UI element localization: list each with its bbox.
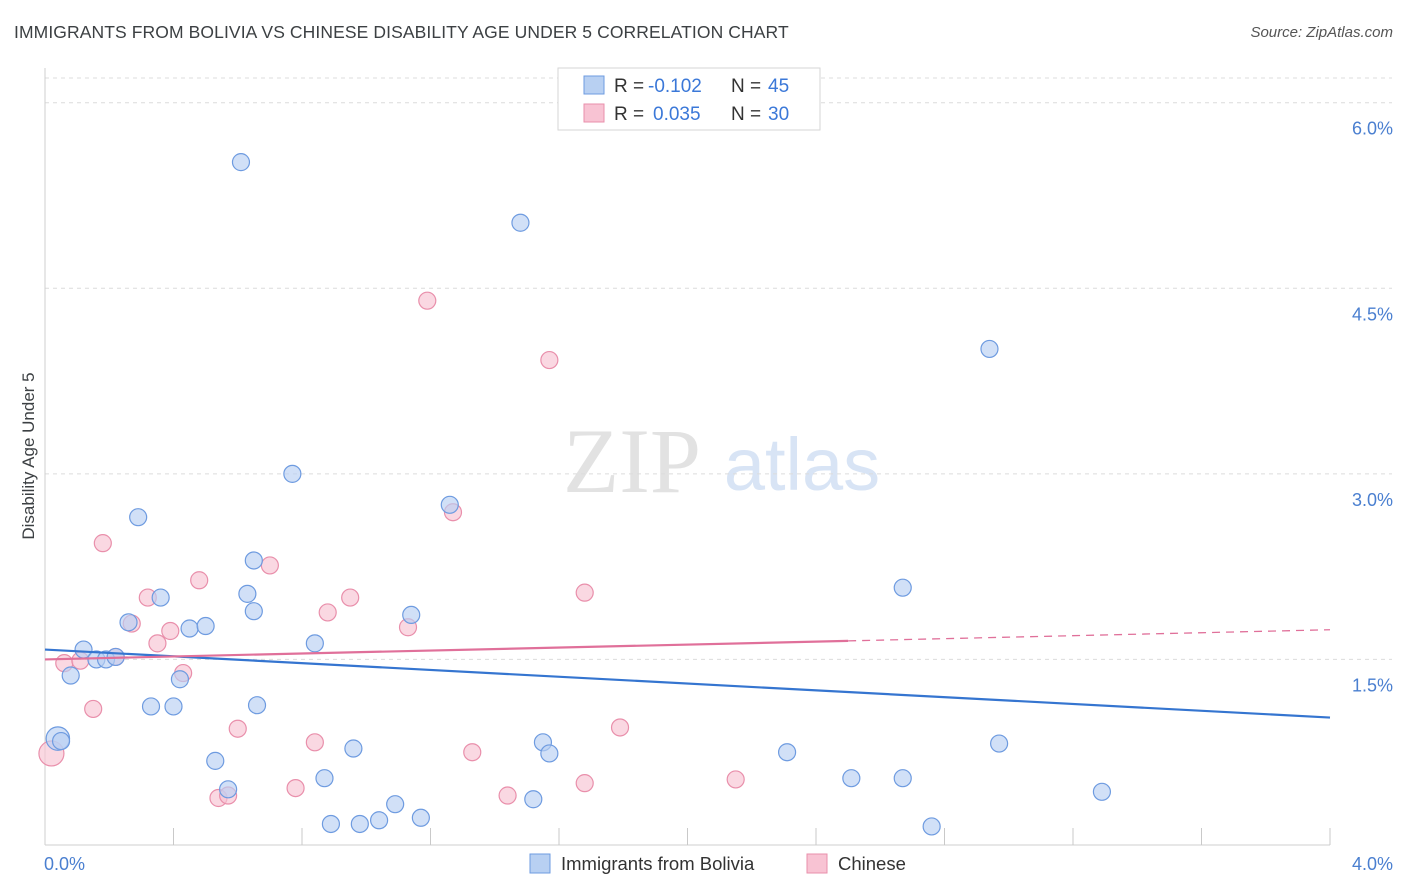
bottom-legend-label-chinese: Chinese bbox=[838, 853, 906, 874]
y-tick-label: 3.0% bbox=[1352, 490, 1393, 510]
data-point-bolivia bbox=[170, 670, 190, 689]
bottom-legend-label-bolivia: Immigrants from Bolivia bbox=[561, 853, 755, 874]
data-point-bolivia bbox=[206, 751, 225, 770]
data-point-bolivia bbox=[321, 814, 341, 834]
data-point-bolivia bbox=[164, 697, 183, 716]
data-point-chinese bbox=[418, 291, 437, 310]
legend-n-value: 45 bbox=[768, 76, 789, 97]
data-point-bolivia bbox=[141, 697, 161, 716]
data-point-chinese bbox=[260, 556, 279, 575]
data-point-bolivia bbox=[370, 811, 389, 830]
data-point-bolivia bbox=[196, 616, 215, 636]
data-point-chinese bbox=[161, 621, 180, 641]
legend-n-label: N = bbox=[731, 76, 761, 97]
x-tick-label-max: 4.0% bbox=[1352, 854, 1393, 874]
data-point-bolivia bbox=[350, 814, 369, 834]
data-point-bolivia bbox=[119, 613, 138, 632]
watermark-atlas: atlas bbox=[724, 423, 880, 506]
data-point-chinese bbox=[341, 588, 360, 607]
data-point-bolivia bbox=[980, 339, 999, 359]
data-point-chinese bbox=[93, 534, 112, 553]
y-axis-label: Disability Age Under 5 bbox=[19, 372, 38, 539]
legend-swatch-bolivia bbox=[583, 75, 605, 95]
y-tick-label: 1.5% bbox=[1352, 675, 1393, 695]
data-point-chinese bbox=[726, 770, 745, 789]
data-point-bolivia bbox=[51, 731, 71, 751]
data-point-bolivia bbox=[777, 743, 797, 762]
data-point-bolivia bbox=[315, 769, 334, 788]
data-point-bolivia bbox=[129, 508, 148, 527]
data-point-bolivia bbox=[61, 666, 80, 685]
bottom-legend: Immigrants from Bolivia Chinese bbox=[529, 853, 906, 874]
data-point-bolivia bbox=[411, 808, 430, 827]
legend-n-label: N = bbox=[731, 104, 761, 125]
data-point-bolivia bbox=[344, 739, 363, 758]
data-point-bolivia bbox=[238, 584, 257, 603]
data-point-chinese bbox=[318, 603, 337, 622]
data-point-chinese bbox=[305, 733, 324, 752]
data-point-bolivia bbox=[540, 744, 559, 763]
bottom-legend-swatch-chinese bbox=[806, 853, 828, 874]
data-point-chinese bbox=[190, 571, 209, 590]
watermark-zip: ZIP bbox=[563, 410, 701, 512]
data-point-chinese bbox=[228, 719, 247, 738]
data-point-bolivia bbox=[219, 780, 238, 799]
data-point-bolivia bbox=[893, 769, 912, 788]
legend-r-label: R = bbox=[614, 76, 644, 97]
data-point-bolivia bbox=[893, 578, 912, 597]
data-point-bolivia bbox=[990, 734, 1009, 753]
data-point-chinese bbox=[84, 699, 103, 719]
data-point-chinese bbox=[286, 778, 305, 798]
y-tick-label: 4.5% bbox=[1352, 304, 1393, 324]
data-point-bolivia bbox=[524, 790, 543, 809]
data-point-bolivia bbox=[151, 588, 170, 607]
data-point-bolivia bbox=[402, 605, 421, 625]
trend-lines bbox=[44, 629, 1331, 719]
data-point-bolivia bbox=[511, 213, 530, 232]
trend-line-chinese-projection bbox=[848, 629, 1331, 642]
data-point-bolivia bbox=[1092, 782, 1112, 801]
y-tick-label: 6.0% bbox=[1352, 119, 1393, 139]
trend-line-bolivia bbox=[44, 648, 1331, 719]
data-point-chinese bbox=[610, 718, 630, 737]
data-point-bolivia bbox=[247, 696, 267, 715]
data-point-chinese bbox=[498, 786, 517, 805]
data-point-bolivia bbox=[283, 464, 302, 483]
bottom-legend-swatch-bolivia bbox=[529, 853, 551, 874]
y-tick-labels: 1.5% 3.0% 4.5% 6.0% bbox=[1352, 119, 1393, 696]
data-point-bolivia bbox=[244, 602, 263, 621]
data-point-chinese bbox=[463, 743, 482, 762]
data-point-chinese bbox=[575, 583, 594, 602]
legend-r-value: 0.035 bbox=[653, 104, 701, 125]
data-point-bolivia bbox=[440, 495, 459, 514]
legend-n-value: 30 bbox=[768, 104, 789, 125]
data-point-bolivia bbox=[180, 619, 199, 638]
legend: R = -0.102 N = 45 R = 0.035 N = 30 bbox=[557, 67, 821, 131]
legend-r-value: -0.102 bbox=[648, 76, 702, 97]
data-point-bolivia bbox=[842, 769, 861, 788]
data-point-bolivia bbox=[305, 634, 324, 653]
data-point-bolivia bbox=[231, 153, 251, 172]
data-point-bolivia bbox=[386, 795, 405, 814]
source-credit: Source: ZipAtlas.com bbox=[1250, 24, 1393, 41]
chart-title: IMMIGRANTS FROM BOLIVIA VS CHINESE DISAB… bbox=[14, 22, 789, 42]
data-point-chinese bbox=[148, 634, 167, 653]
data-point-chinese bbox=[575, 774, 594, 793]
trend-line-chinese bbox=[44, 639, 849, 661]
x-minor-ticks bbox=[173, 828, 1331, 845]
data-points bbox=[38, 153, 1112, 836]
legend-swatch-chinese bbox=[583, 103, 605, 123]
legend-r-label: R = bbox=[614, 104, 644, 125]
data-point-bolivia bbox=[244, 551, 263, 570]
x-tick-label-min: 0.0% bbox=[44, 854, 85, 874]
data-point-bolivia bbox=[922, 817, 941, 836]
data-point-chinese bbox=[540, 350, 559, 370]
